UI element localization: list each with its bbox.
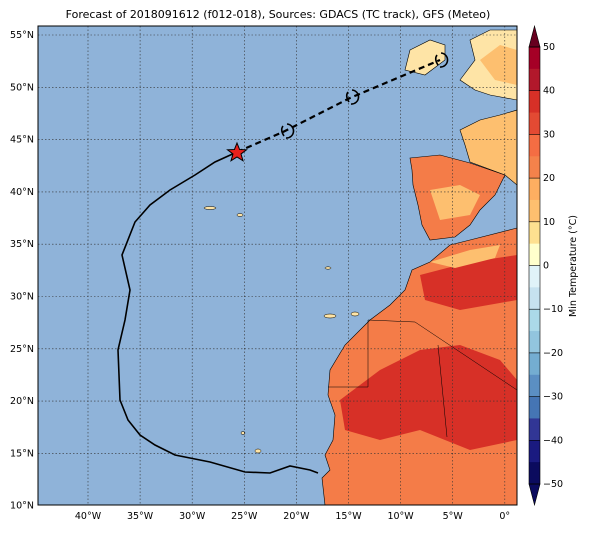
colorbar-extend-bottom <box>528 483 541 507</box>
colorbar-tick-label: 50 <box>543 42 555 53</box>
colorbar-tick-label: 40 <box>543 86 555 97</box>
colorbar-segment <box>529 199 540 223</box>
lat-label: 45°N <box>10 135 34 146</box>
map-title: Forecast of 2018091612 (f012-018), Sourc… <box>66 8 491 21</box>
colorbar-segment <box>529 309 540 332</box>
colorbar-segment <box>529 331 540 354</box>
colorbar-tick-label: −50 <box>543 479 563 490</box>
lat-label: 15°N <box>10 448 34 459</box>
lat-label: 20°N <box>10 396 34 407</box>
colorbar-segment <box>529 134 540 157</box>
colorbar-segment <box>529 221 540 245</box>
lon-label: 25°W <box>231 511 258 522</box>
lat-label: 10°N <box>10 501 34 512</box>
colorbar-label: Min Temperature (°C) <box>568 215 579 317</box>
colorbar-extend-top <box>528 24 541 48</box>
colorbar-segment <box>529 112 540 135</box>
colorbar-segment <box>529 156 540 179</box>
colorbar-segment <box>529 68 540 92</box>
lon-label: 30°W <box>179 511 206 522</box>
map-frame <box>37 25 518 506</box>
colorbar-segment <box>529 462 540 485</box>
colorbar-tick-label: 30 <box>543 129 555 140</box>
lat-label: 50°N <box>10 82 34 93</box>
colorbar-segment <box>529 287 540 310</box>
colorbar-segment <box>529 374 540 398</box>
lat-label: 30°N <box>10 292 34 303</box>
colorbar-segment <box>529 440 540 463</box>
colorbar-segment <box>529 178 540 201</box>
colorbar-segment <box>529 90 540 114</box>
colorbar: 50 40 30 20 10 0 −10 −20 −30 −40 −50 <box>528 24 563 507</box>
lon-label: 0° <box>499 511 510 522</box>
lon-label: 20°W <box>283 511 310 522</box>
colorbar-tick-label: 20 <box>543 173 555 184</box>
lon-label: 35°W <box>127 511 154 522</box>
storm-track <box>117 52 449 474</box>
colorbar-segment <box>529 396 540 419</box>
colorbar-segment <box>529 352 540 376</box>
colorbar-tick-label: −10 <box>543 304 563 315</box>
lon-label: 10°W <box>387 511 414 522</box>
lat-label: 25°N <box>10 344 34 355</box>
land <box>203 29 517 505</box>
colorbar-segment <box>529 418 540 441</box>
lat-label: 40°N <box>10 187 34 198</box>
lat-label: 35°N <box>10 239 34 250</box>
graticule <box>38 26 517 505</box>
colorbar-segment <box>529 265 540 288</box>
colorbar-segment <box>529 47 540 70</box>
colorbar-tick-label: −20 <box>543 348 563 359</box>
colorbar-segment <box>529 243 540 266</box>
colorbar-tick-label: 0 <box>543 261 549 272</box>
lat-label: 55°N <box>10 30 34 41</box>
lon-label: 40°W <box>75 511 102 522</box>
lon-label: 15°W <box>335 511 362 522</box>
colorbar-tick-label: 10 <box>543 217 555 228</box>
colorbar-tick-label: −30 <box>543 392 563 403</box>
colorbar-tick-label: −40 <box>543 435 563 446</box>
lon-label: 5°W <box>443 511 464 522</box>
